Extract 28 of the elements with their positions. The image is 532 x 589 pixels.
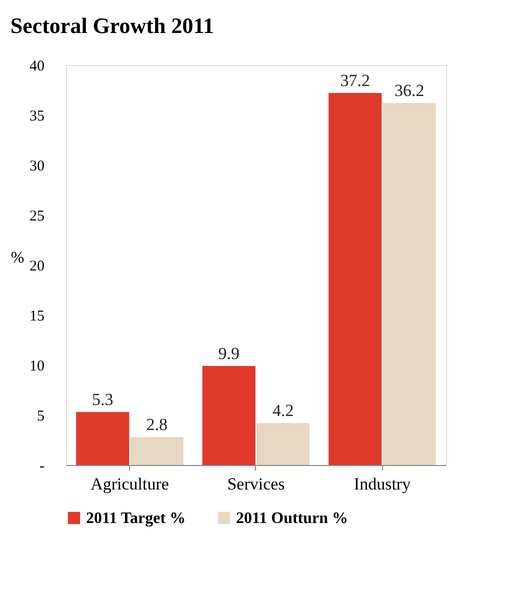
x-tick-label: Industry xyxy=(354,474,412,494)
legend-label: 2011 Target % xyxy=(86,510,186,527)
data-label: 37.2 xyxy=(340,71,370,90)
bar xyxy=(328,93,382,465)
data-label: 4.2 xyxy=(272,401,294,420)
y-tick-label: 30 xyxy=(30,158,44,174)
y-tick-label: 35 xyxy=(30,108,44,124)
y-tick-label: 10 xyxy=(30,358,44,374)
y-tick-label: 20 xyxy=(30,258,44,274)
y-tick-label: 40 xyxy=(30,58,44,74)
y-axis-title: % xyxy=(10,250,24,266)
bar xyxy=(382,103,436,465)
chart-title: Sectoral Growth 2011 xyxy=(10,13,214,38)
y-tick-label: 15 xyxy=(30,308,44,324)
data-label: 9.9 xyxy=(218,344,240,363)
data-label: 5.3 xyxy=(92,390,114,409)
data-label: 2.8 xyxy=(146,415,168,434)
y-tick-label: 5 xyxy=(37,408,44,424)
legend-label: 2011 Outturn % xyxy=(236,510,348,527)
bar xyxy=(256,423,310,465)
y-tick-label: - xyxy=(40,458,44,474)
data-label: 36.2 xyxy=(394,81,424,100)
bar xyxy=(130,437,184,465)
x-tick-label: Agriculture xyxy=(90,474,169,494)
bar xyxy=(202,366,256,465)
bar xyxy=(76,412,130,465)
x-tick-label: Services xyxy=(227,474,285,494)
y-tick-label: 25 xyxy=(30,208,44,224)
